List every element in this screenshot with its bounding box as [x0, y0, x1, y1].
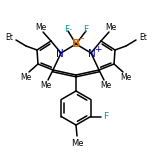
Text: Me: Me	[120, 73, 132, 81]
Text: B: B	[72, 39, 80, 49]
Text: Et: Et	[139, 33, 147, 41]
Text: Me: Me	[40, 81, 52, 90]
Text: Me: Me	[71, 138, 83, 147]
Text: +: +	[94, 45, 102, 54]
Text: F: F	[103, 112, 108, 121]
Text: Me: Me	[105, 24, 117, 33]
Text: Me: Me	[35, 24, 47, 33]
Text: N: N	[88, 49, 96, 59]
Text: Me: Me	[20, 73, 32, 81]
Text: −: −	[78, 35, 85, 43]
Text: Me: Me	[100, 81, 112, 90]
Text: F: F	[64, 26, 70, 35]
Text: N: N	[56, 49, 64, 59]
Text: .: .	[69, 21, 73, 33]
Text: Et: Et	[5, 33, 13, 41]
Text: F: F	[83, 26, 89, 35]
